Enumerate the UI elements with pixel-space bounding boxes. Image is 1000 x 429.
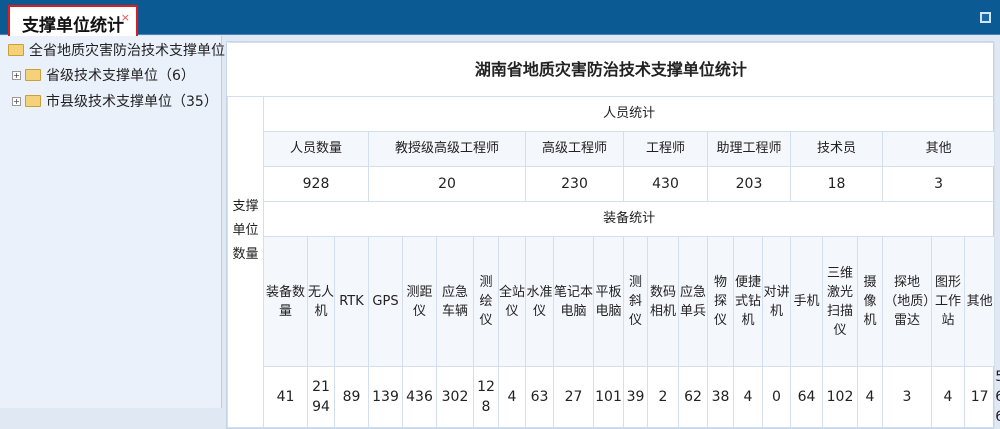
personnel-value: 3 [881, 166, 996, 202]
equipment-header: 全站仪 [498, 236, 526, 367]
tree-item-city-county[interactable]: + 市县级技术支撑单位（35） [12, 91, 218, 111]
folder-icon [8, 44, 24, 56]
equipment-header: 水准仪 [525, 236, 554, 367]
equipment-value: 4 [857, 366, 883, 428]
equipment-header: 物探仪 [707, 236, 734, 367]
personnel-header: 技术员 [790, 131, 883, 167]
equipment-value: 64 [790, 366, 823, 428]
equipment-value: 128 [473, 366, 499, 428]
close-tab-icon[interactable]: × [120, 11, 130, 24]
tree-item-label: 市县级技术支撑单位（35） [46, 94, 218, 110]
equipment-header: 便捷式钻机 [733, 236, 763, 367]
top-bar: 支撑单位统计 × [0, 0, 1000, 36]
equipment-value: 38 [707, 366, 734, 428]
equipment-section-label: 装备统计 [262, 201, 996, 237]
equipment-value: 102 [822, 366, 858, 428]
equipment-value: 4 [733, 366, 763, 428]
personnel-header: 人员数量 [263, 131, 369, 167]
personnel-value: 230 [525, 166, 624, 202]
unit-count-label: 支撑单位数量 [227, 96, 264, 428]
equipment-header: 无人机 [307, 236, 335, 367]
personnel-value: 928 [263, 166, 369, 202]
equipment-value: 2194 [307, 366, 335, 428]
personnel-header: 其他 [881, 131, 996, 167]
equipment-header: GPS [368, 236, 403, 367]
tab-label: 支撑单位统计 [22, 16, 124, 36]
equipment-header: 数码相机 [647, 236, 679, 367]
personnel-value: 20 [368, 166, 526, 202]
tree-item-provincial[interactable]: + 省级技术支撑单位（6） [12, 65, 195, 85]
stats-table: 湖南省地质灾害防治技术支撑单位统计 支撑单位数量 人员统计 人员数量 教授级高级工程师高… [227, 42, 1000, 428]
tree-root-label: 全省地质灾害防治技术支撑单位 [29, 43, 225, 59]
personnel-value: 203 [707, 166, 791, 202]
report-panel: 湖南省地质灾害防治技术支撑单位统计 支撑单位数量 人员统计 人员数量 教授级高级工程师高… [226, 41, 1000, 429]
personnel-value: 18 [790, 166, 883, 202]
equipment-value: 302 [436, 366, 474, 428]
equipment-header: 测绘仪 [473, 236, 499, 367]
expand-icon[interactable]: + [12, 96, 21, 106]
personnel-header: 工程师 [623, 131, 708, 167]
personnel-header: 助理工程师 [707, 131, 791, 167]
equipment-header: 图形工作站 [931, 236, 965, 367]
equipment-header: 应急车辆 [436, 236, 474, 367]
personnel-section-label: 人员统计 [262, 96, 996, 132]
equipment-header: 笔记本电脑 [553, 236, 594, 367]
equipment-header: 测斜仪 [623, 236, 648, 367]
equipment-header: 手机 [790, 236, 823, 367]
equipment-value: 139 [368, 366, 403, 428]
unit-count-value: 41 [263, 366, 308, 428]
equipment-header: 平板电脑 [593, 236, 624, 367]
maximize-icon[interactable] [980, 12, 991, 23]
tree-root[interactable]: 全省地质灾害防治技术支撑单位 [8, 40, 225, 60]
tree-panel: 全省地质灾害防治技术支撑单位 + 省级技术支撑单位（6） + 市县级技术支撑单位… [0, 36, 225, 408]
equipment-header: 测距仪 [402, 236, 437, 367]
equipment-value: 0 [762, 366, 791, 428]
equipment-value: 62 [678, 366, 708, 428]
equipment-value: 3 [882, 366, 932, 428]
equipment-header: 其他 [963, 236, 996, 367]
equipment-header: 三维激光扫描仪 [822, 236, 858, 367]
tree-item-label: 省级技术支撑单位（6） [46, 68, 195, 84]
report-title: 湖南省地质灾害防治技术支撑单位统计 [227, 42, 996, 97]
equipment-value: 2 [647, 366, 679, 428]
equipment-value: 89 [334, 366, 369, 428]
equipment-header: 应急单兵 [678, 236, 708, 367]
equipment-value: 27 [553, 366, 594, 428]
equipment-value: 436 [402, 366, 437, 428]
personnel-header: 教授级高级工程师 [368, 131, 526, 167]
tab-support-unit-stats[interactable]: 支撑单位统计 × [8, 5, 138, 36]
folder-icon [25, 69, 41, 81]
equipment-value: 17 [963, 366, 996, 428]
equipment-value: 39 [623, 366, 648, 428]
equipment-value: 101 [593, 366, 624, 428]
expand-icon[interactable]: + [12, 70, 21, 80]
personnel-value: 430 [623, 166, 708, 202]
equipment-header: 摄像机 [857, 236, 883, 367]
equipment-header: RTK [334, 236, 369, 367]
equipment-value: 4 [498, 366, 526, 428]
folder-icon [25, 95, 41, 107]
equipment-header: 对讲机 [762, 236, 791, 367]
equipment-header: 装备数量 [263, 236, 308, 367]
equipment-value: 4 [931, 366, 965, 428]
equipment-value: 63 [525, 366, 554, 428]
equipment-header: 探地（地质）雷达 [882, 236, 932, 367]
personnel-header: 高级工程师 [525, 131, 624, 167]
